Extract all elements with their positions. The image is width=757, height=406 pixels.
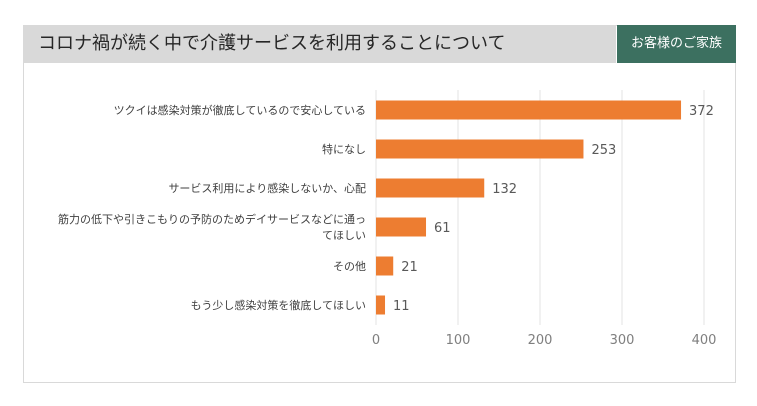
category-label: その他 — [333, 260, 366, 273]
bar-value-label: 61 — [434, 221, 451, 236]
bar — [376, 178, 485, 198]
category-label: サービス利用により感染しないか、心配 — [168, 181, 366, 195]
bar — [376, 217, 427, 237]
category-label: 特になし — [322, 142, 366, 156]
audience-tag: お客様のご家族 — [617, 25, 736, 63]
x-tick-label: 300 — [610, 333, 635, 348]
category-label: てほしい — [322, 229, 366, 242]
bar — [376, 256, 394, 276]
category-label: もう少し感染対策を徹底してほしい — [191, 298, 366, 312]
x-tick-label: 200 — [528, 333, 553, 348]
x-tick-label: 0 — [372, 333, 380, 348]
bar-value-label: 372 — [689, 104, 714, 119]
x-tick-label: 400 — [692, 333, 717, 348]
chart-title: コロナ禍が続く中で介護サービスを利用することについて — [38, 33, 506, 54]
bar — [376, 295, 386, 315]
bar-value-label: 21 — [401, 260, 418, 275]
bar-value-label: 11 — [393, 299, 410, 314]
x-tick-label: 100 — [446, 333, 471, 348]
bar-value-label: 132 — [492, 182, 517, 197]
bar — [376, 139, 584, 159]
chart-frame — [23, 25, 736, 383]
bar-value-label: 253 — [591, 143, 616, 158]
bar — [376, 100, 682, 120]
category-label: ツクイは感染対策が徹底しているので安心している — [114, 103, 366, 117]
title-bar — [23, 25, 616, 63]
category-label: 筋力の低下や引きこもりの予防のためデイサービスなどに通っ — [58, 212, 366, 226]
